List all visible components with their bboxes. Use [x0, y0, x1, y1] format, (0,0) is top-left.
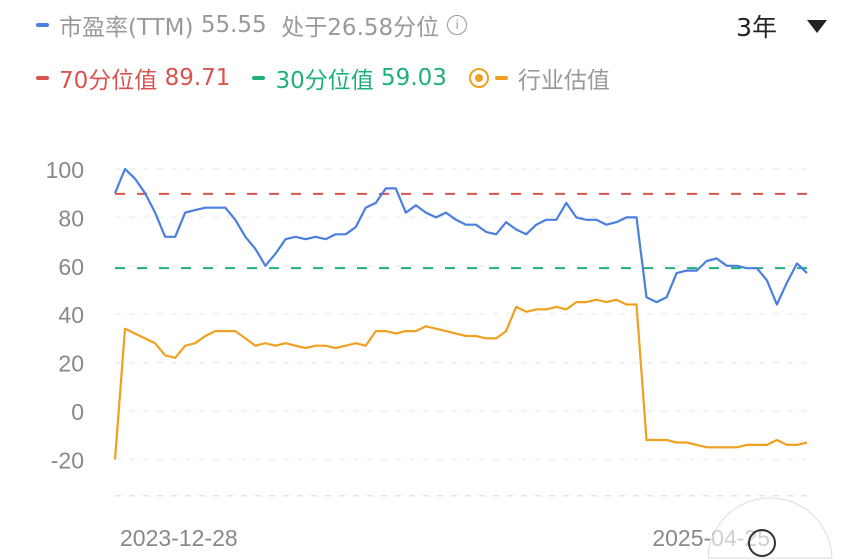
info-circle-icon[interactable]: i — [447, 15, 468, 35]
y-tick-label: 40 — [58, 302, 84, 328]
p30-value: 59.03 — [381, 65, 447, 91]
y-tick-label: 0 — [71, 399, 84, 425]
radio-ring-icon[interactable] — [468, 68, 489, 88]
x-tick-label: 2023-12-28 — [120, 525, 238, 551]
y-tick-label: -20 — [51, 447, 84, 473]
floating-button-icon — [748, 529, 776, 557]
pe-series-line — [113, 167, 808, 306]
y-tick-label: 100 — [46, 157, 84, 183]
p70-value: 89.71 — [164, 65, 231, 91]
industry-series-line — [113, 298, 808, 460]
p30-legend-marker — [252, 76, 266, 80]
p70-legend-marker — [36, 76, 49, 80]
percentile-text: 处于26.58分位 — [281, 15, 440, 41]
y-tick-label: 20 — [58, 351, 84, 377]
pe-label: 市盈率(TTM) — [59, 15, 194, 41]
p70-label: 70分位值 — [59, 68, 158, 94]
pe-legend-marker — [36, 23, 49, 27]
legend-row-2: 70分位值 89.71 30分位值 59.03 行业估值 — [36, 61, 610, 95]
industry-label: 行业估值 — [517, 68, 610, 94]
y-tick-label: 80 — [58, 205, 84, 231]
p30-label: 30分位值 — [275, 68, 374, 94]
legend-pe: 市盈率(TTM) 55.55 处于26.58分位 i — [36, 8, 468, 42]
y-tick-label: 60 — [58, 254, 84, 280]
pe-value: 55.55 — [200, 12, 267, 38]
period-value: 3年 — [736, 13, 777, 42]
floating-overlay-circle — [707, 497, 833, 559]
triangle-down-icon — [807, 19, 827, 33]
industry-legend-marker — [494, 76, 508, 80]
period-selector[interactable]: 3年 — [736, 8, 827, 44]
